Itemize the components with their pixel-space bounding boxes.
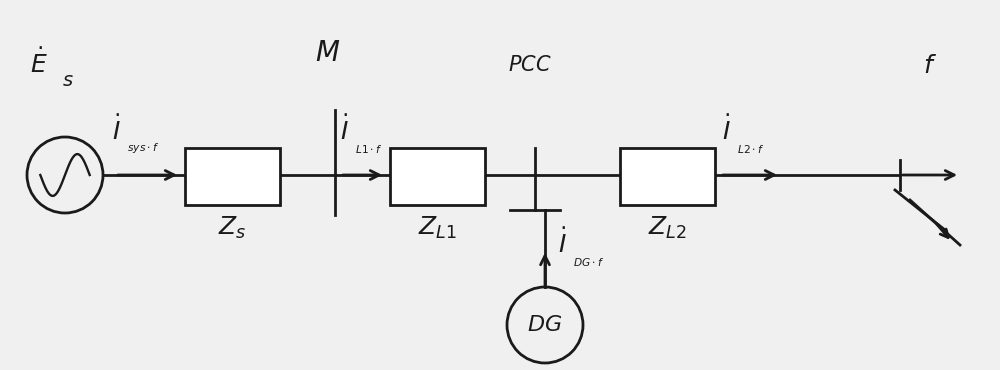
Text: $_{L1\cdot f}$: $_{L1\cdot f}$ [355, 142, 383, 156]
Text: $_{L2\cdot f}$: $_{L2\cdot f}$ [737, 142, 765, 156]
Text: $_{sys\cdot f}$: $_{sys\cdot f}$ [127, 142, 159, 156]
Text: $\dot{I}$: $\dot{I}$ [558, 228, 567, 258]
Text: $\dot{E}$: $\dot{E}$ [30, 48, 48, 78]
Bar [390, 148, 485, 205]
Text: $Z_{L1}$: $Z_{L1}$ [418, 215, 456, 241]
Text: $s$: $s$ [62, 72, 74, 90]
Text: $\dot{I}$: $\dot{I}$ [340, 115, 349, 145]
Text: $_{DG\cdot f}$: $_{DG\cdot f}$ [573, 255, 604, 269]
Text: $\dot{I}$: $\dot{I}$ [722, 115, 731, 145]
Bar [185, 148, 280, 205]
Text: $M$: $M$ [315, 40, 341, 67]
Text: $Z_{L2}$: $Z_{L2}$ [648, 215, 686, 241]
Text: $DG$: $DG$ [527, 314, 563, 336]
Text: $f$: $f$ [923, 55, 937, 78]
Text: $Z_s$: $Z_s$ [218, 215, 246, 241]
Text: $\dot{I}$: $\dot{I}$ [112, 115, 121, 145]
Bar [620, 148, 715, 205]
Text: $PCC$: $PCC$ [508, 55, 552, 75]
